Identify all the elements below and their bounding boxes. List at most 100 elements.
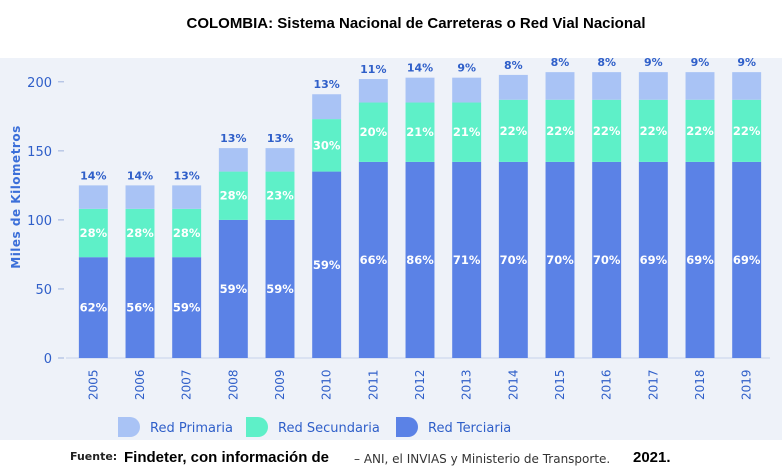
bar-segment-red-secundaria <box>685 99 715 162</box>
data-label-terciaria: 56% <box>126 301 154 315</box>
bar-segment-red-terciaria <box>592 161 622 358</box>
data-label-secundaria: 23% <box>266 189 294 203</box>
data-label-primaria: 14% <box>127 169 153 182</box>
bar-segment-red-terciaria <box>218 219 248 358</box>
bar-segment-red-secundaria <box>592 99 622 162</box>
legend-swatch <box>396 417 418 437</box>
data-label-secundaria: 28% <box>173 226 201 240</box>
x-tick-label: 2010 <box>320 369 334 400</box>
y-tick-label: 200 <box>27 76 52 91</box>
bar-segment-red-terciaria <box>358 161 388 358</box>
data-label-secundaria: 20% <box>360 125 388 139</box>
y-tick-label: 150 <box>27 145 52 160</box>
data-label-primaria: 9% <box>457 62 476 75</box>
bar-segment-red-secundaria <box>312 119 342 172</box>
bar-segment-red-secundaria <box>125 208 155 258</box>
chart-title: COLOMBIA: Sistema Nacional de Carreteras… <box>186 15 645 32</box>
bars: 62% 28% 14% 56% 28% 14% 59% 28% 13% 59% 28% 13% 59% 2… <box>78 56 762 358</box>
bar-segment-red-primaria <box>592 72 622 100</box>
data-label-primaria: 8% <box>597 56 616 69</box>
data-label-terciaria: 59% <box>313 258 341 272</box>
bar-segment-red-primaria <box>685 72 715 100</box>
data-label-terciaria: 59% <box>266 282 294 296</box>
bar-segment-red-secundaria <box>172 208 202 258</box>
bar-segment-red-primaria <box>498 74 528 100</box>
data-label-terciaria: 66% <box>360 253 388 267</box>
bar-segment-red-terciaria <box>172 257 202 358</box>
x-tick-label: 2017 <box>646 369 660 400</box>
data-label-primaria: 9% <box>737 56 756 69</box>
bar-segment-red-terciaria <box>685 161 715 358</box>
bar-segment-red-secundaria <box>218 171 248 220</box>
data-label-secundaria: 28% <box>80 226 108 240</box>
bar-segment-red-secundaria <box>452 102 482 162</box>
bar-segment-red-primaria <box>78 185 108 209</box>
data-label-terciaria: 86% <box>406 253 434 267</box>
data-label-terciaria: 69% <box>640 253 668 267</box>
source-text-main: Findeter, con información de <box>124 449 330 466</box>
bar-segment-red-primaria <box>358 79 388 103</box>
y-axis-label: Miles de Kilometros <box>9 125 23 269</box>
source-text-entities: – ANI, el INVIAS y Ministerio de Transpo… <box>354 452 611 466</box>
data-label-secundaria: 22% <box>593 124 621 138</box>
chart: COLOMBIA: Sistema Nacional de Carreteras… <box>0 15 782 440</box>
data-label-primaria: 13% <box>267 132 293 145</box>
legend-label: Red Secundaria <box>278 421 380 436</box>
bar-segment-red-primaria <box>125 185 155 209</box>
bar-segment-red-secundaria <box>732 99 762 162</box>
data-label-secundaria: 22% <box>546 124 574 138</box>
bar-segment-red-terciaria <box>265 219 295 358</box>
data-label-primaria: 9% <box>644 56 663 69</box>
data-label-secundaria: 22% <box>733 124 761 138</box>
bar-segment-red-primaria <box>732 72 762 100</box>
legend-swatch <box>118 417 140 437</box>
data-label-primaria: 14% <box>80 169 106 182</box>
bar-segment-red-terciaria <box>405 161 435 358</box>
bar-segment-red-terciaria <box>78 257 108 358</box>
data-label-terciaria: 59% <box>173 301 201 315</box>
data-label-terciaria: 62% <box>80 301 108 315</box>
data-label-secundaria: 22% <box>500 124 528 138</box>
bar-segment-red-secundaria <box>498 99 528 162</box>
bar-segment-red-terciaria <box>545 161 575 358</box>
bar-segment-red-primaria <box>405 77 435 103</box>
data-label-secundaria: 28% <box>220 189 248 203</box>
data-label-primaria: 8% <box>504 59 523 72</box>
bar-segment-red-terciaria <box>452 161 482 358</box>
data-label-primaria: 9% <box>691 56 710 69</box>
legend: Red Primaria Red Secundaria Red Terciaria <box>118 417 511 437</box>
x-tick-label: 2011 <box>366 369 380 400</box>
y-tick-label: 100 <box>27 214 52 229</box>
bar-segment-red-secundaria <box>638 99 668 162</box>
data-label-primaria: 14% <box>407 62 433 75</box>
data-label-primaria: 13% <box>173 169 199 182</box>
x-tick-label: 2008 <box>226 369 240 400</box>
x-tick-label: 2014 <box>506 369 520 400</box>
data-label-terciaria: 59% <box>220 282 248 296</box>
data-label-secundaria: 22% <box>640 124 668 138</box>
bar-segment-red-primaria <box>172 185 202 209</box>
bar-segment-red-primaria <box>452 77 482 103</box>
bar-segment-red-secundaria <box>545 99 575 162</box>
data-label-terciaria: 69% <box>733 253 761 267</box>
x-axis: 2005 2006 2007 2008 2009 2010 2011 2012 2013 2014… <box>86 369 753 400</box>
x-tick-label: 2015 <box>553 369 567 400</box>
data-label-terciaria: 70% <box>500 253 528 267</box>
bar-segment-red-terciaria <box>498 161 528 358</box>
data-label-terciaria: 70% <box>593 253 621 267</box>
bar-segment-red-primaria <box>312 94 342 120</box>
data-label-secundaria: 28% <box>126 226 154 240</box>
data-label-primaria: 13% <box>313 78 339 91</box>
bar-segment-red-secundaria <box>358 102 388 162</box>
bar-segment-red-terciaria <box>125 257 155 358</box>
x-tick-label: 2009 <box>273 369 287 400</box>
legend-swatch <box>246 417 268 437</box>
x-tick-label: 2005 <box>86 369 100 400</box>
bar-segment-red-terciaria <box>638 161 668 358</box>
x-tick-label: 2019 <box>740 369 754 400</box>
x-tick-label: 2016 <box>600 369 614 400</box>
bar-segment-red-primaria <box>265 148 295 172</box>
data-label-terciaria: 69% <box>686 253 714 267</box>
data-label-secundaria: 22% <box>686 124 714 138</box>
bar-segment-red-secundaria <box>78 208 108 258</box>
